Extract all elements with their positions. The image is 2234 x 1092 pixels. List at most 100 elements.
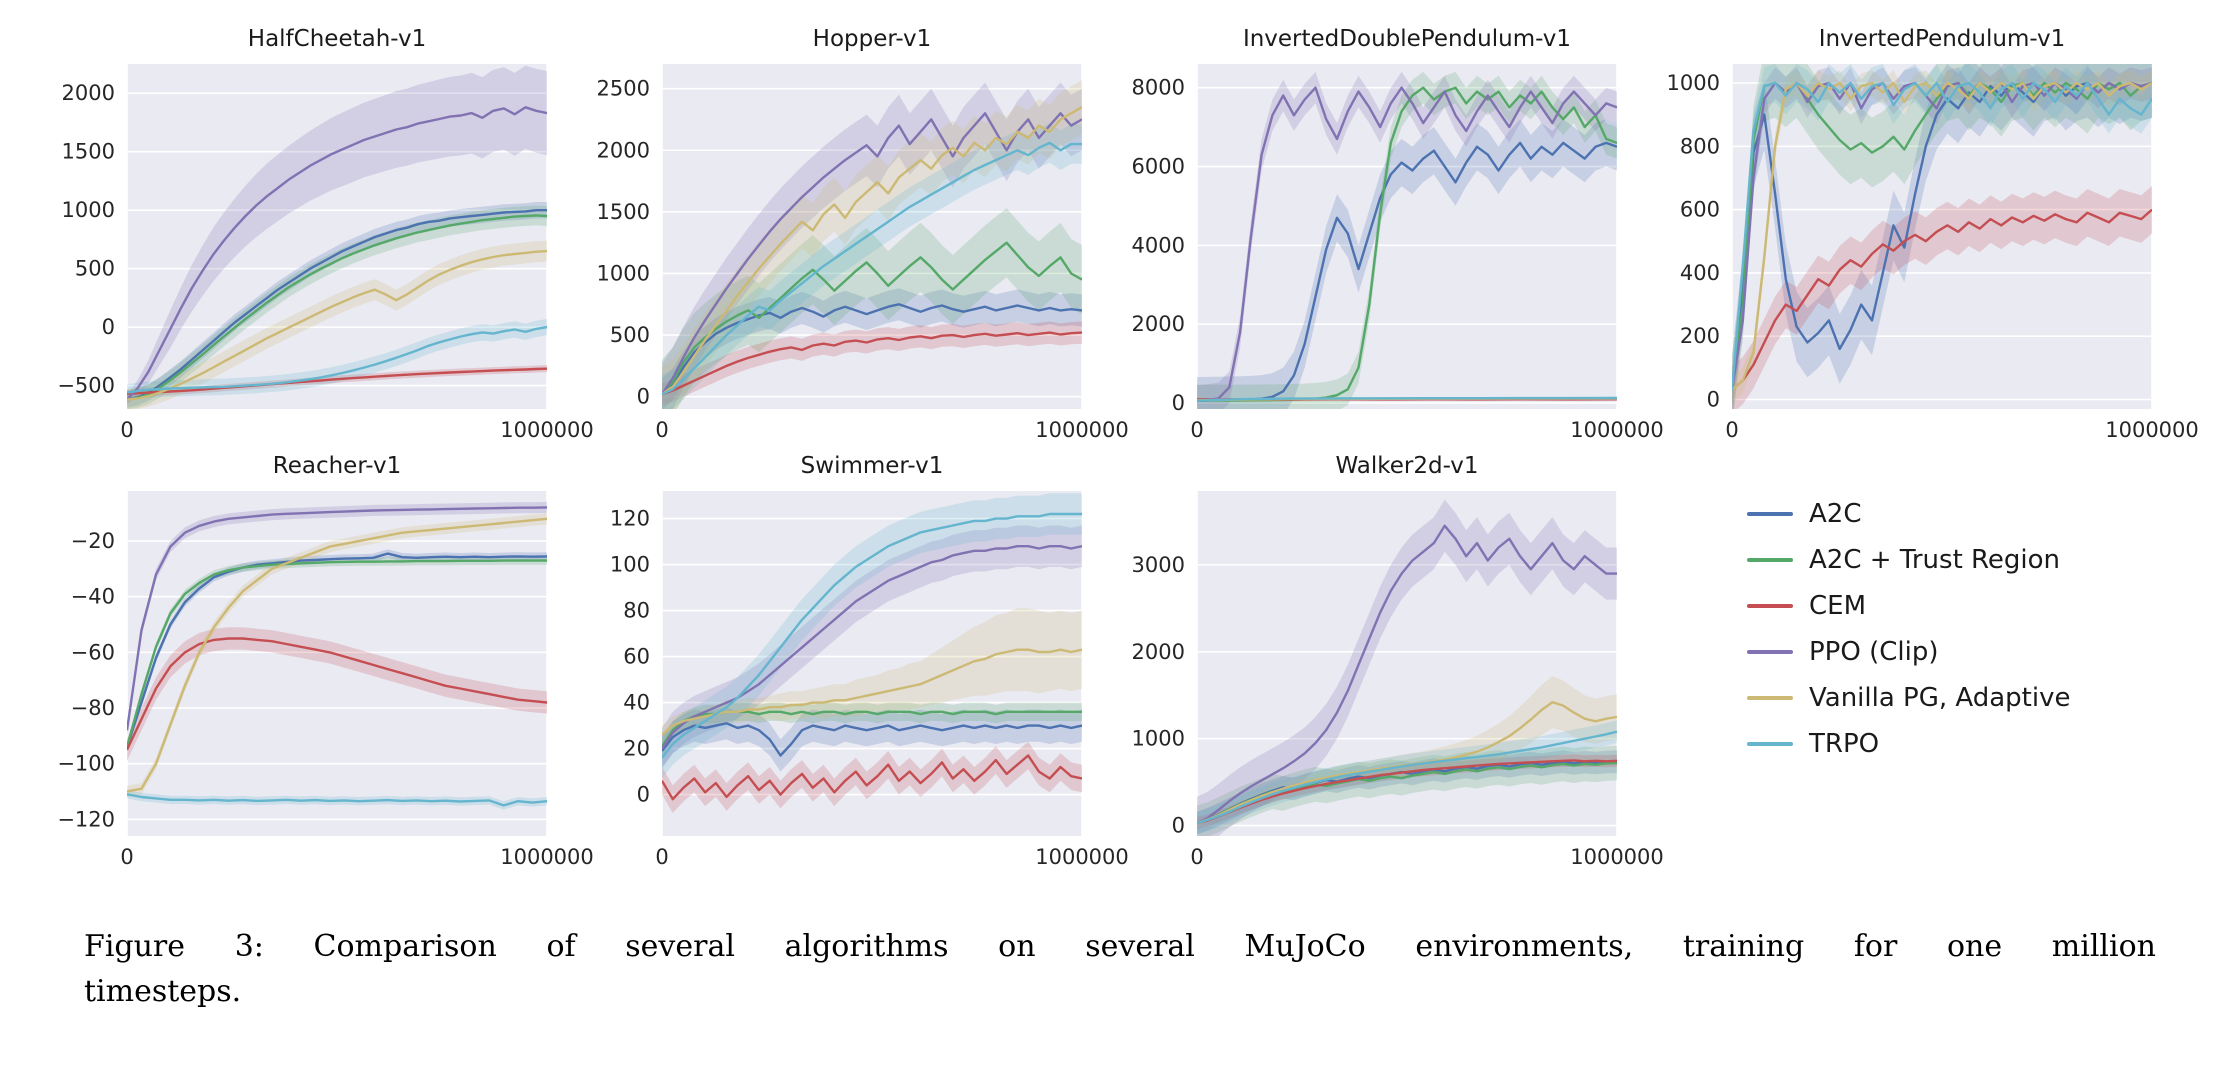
y-tick-label: 0 xyxy=(1172,814,1185,838)
series-line xyxy=(662,141,1082,396)
chart-title-swimmer: Swimmer-v1 xyxy=(800,453,944,479)
chart-plot-swimmer: 0 20 40 60 80 100 120 0 1000000 xyxy=(610,491,1129,869)
y-tick-label: 80 xyxy=(623,599,650,623)
plot-background xyxy=(1732,64,2152,409)
series-line xyxy=(1732,81,2152,391)
y-tick-label: 600 xyxy=(1680,198,1720,222)
confidence-band xyxy=(662,82,1082,409)
legend-label: PPO (Clip) xyxy=(1809,637,1939,667)
plot-background xyxy=(127,64,547,409)
chart-row-bottom: Reacher-v1 −120 −100 −80 −60 −40 −20 0 1000000 … xyxy=(42,445,2204,872)
legend-entry: Vanilla PG, Adaptive xyxy=(1747,675,2182,721)
x-tick-label: 0 xyxy=(1190,418,1203,442)
x-tick-label: 1000000 xyxy=(500,418,594,442)
legend-entry: A2C + Trust Region xyxy=(1747,537,2182,583)
legend-label: CEM xyxy=(1809,591,1867,621)
y-tick-label: 1500 xyxy=(597,200,650,224)
confidence-band xyxy=(1732,64,2152,409)
confidence-band xyxy=(1197,119,1617,409)
y-tick-label: 3000 xyxy=(1132,553,1185,577)
chart-title-reacher: Reacher-v1 xyxy=(272,453,402,479)
series-line xyxy=(127,367,547,395)
series-line xyxy=(662,722,1082,757)
plot-background xyxy=(127,491,547,836)
x-tick-label: 1000000 xyxy=(2105,418,2199,442)
series-line xyxy=(1197,730,1617,825)
y-tick-label: 1000 xyxy=(1132,727,1185,751)
series-line xyxy=(1197,759,1617,825)
legend-entry: CEM xyxy=(1747,583,2182,629)
y-tick-label: 0 xyxy=(1707,388,1720,412)
series-line xyxy=(127,552,547,748)
y-tick-label: 0 xyxy=(637,783,650,807)
y-tick-label: 0 xyxy=(1172,391,1185,415)
confidence-band xyxy=(1197,750,1617,835)
series-line xyxy=(1732,81,2152,391)
series-line xyxy=(1197,524,1617,825)
series-line xyxy=(127,637,547,751)
confidence-band xyxy=(1732,64,2152,409)
x-tick-label: 0 xyxy=(655,418,668,442)
chart-plot-walker2d: 0 1000 2000 3000 0 1000000 xyxy=(1132,491,1664,869)
y-tick-label: −120 xyxy=(57,807,115,831)
confidence-band xyxy=(1197,71,1617,409)
legend-label: Vanilla PG, Adaptive xyxy=(1809,683,2071,713)
y-tick-label: 0 xyxy=(637,385,650,409)
series-line xyxy=(662,241,1082,395)
y-tick-label: 500 xyxy=(610,323,650,347)
series-line xyxy=(662,512,1082,759)
y-tick-label: 4000 xyxy=(1132,233,1185,257)
chart-invertedpendulum: InvertedPendulum-v1 0 200 400 600 800 1000 0 10… xyxy=(1647,18,2199,445)
confidence-band xyxy=(662,525,1082,770)
y-tick-label: −20 xyxy=(71,529,115,553)
legend-line-swatch xyxy=(1747,696,1793,700)
legend-line-swatch xyxy=(1747,742,1793,746)
y-tick-label: 2000 xyxy=(1132,312,1185,336)
legend-entry: PPO (Clip) xyxy=(1747,629,2182,675)
y-tick-label: −80 xyxy=(71,696,115,720)
series-line xyxy=(662,754,1082,801)
legend-label: TRPO xyxy=(1809,729,1880,759)
series-line xyxy=(127,249,547,401)
series-line xyxy=(127,325,547,394)
x-tick-label: 0 xyxy=(120,845,133,869)
confidence-band xyxy=(1197,499,1617,836)
chart-title-walker2d: Walker2d-v1 xyxy=(1335,453,1479,479)
chart-hopper: Hopper-v1 0 500 1000 1500 2000 2500 0 1000000 xyxy=(577,18,1129,445)
legend-label: A2C + Trust Region xyxy=(1809,545,2061,575)
legend-entry: A2C xyxy=(1747,491,2182,537)
series-line xyxy=(662,648,1082,736)
confidence-band xyxy=(662,493,1082,779)
figure-caption: Figure 3: Comparison of several algorith… xyxy=(84,924,2156,1014)
y-tick-label: 1500 xyxy=(62,140,115,164)
chart-swimmer: Swimmer-v1 0 20 40 60 80 100 120 0 1000000 xyxy=(577,445,1129,872)
confidence-band xyxy=(662,741,1082,813)
y-tick-label: 100 xyxy=(610,553,650,577)
chart-plot-inverteddoublependulum: 0 2000 4000 6000 8000 0 1000000 xyxy=(1132,64,1664,442)
legend-entry: TRPO xyxy=(1747,721,2182,767)
chart-title-invertedpendulum: InvertedPendulum-v1 xyxy=(1818,26,2066,52)
x-tick-label: 0 xyxy=(1190,845,1203,869)
legend-line-swatch xyxy=(1747,512,1793,516)
series-line xyxy=(1197,86,1617,402)
y-tick-label: −40 xyxy=(71,585,115,609)
confidence-band xyxy=(662,702,1082,756)
confidence-band xyxy=(127,240,547,409)
y-tick-label: 8000 xyxy=(1132,76,1185,100)
chart-reacher: Reacher-v1 −120 −100 −80 −60 −40 −20 0 1000000 xyxy=(42,445,594,872)
y-tick-label: 40 xyxy=(623,691,650,715)
y-tick-label: 200 xyxy=(1680,324,1720,348)
series-line xyxy=(662,106,1082,396)
confidence-band xyxy=(1197,720,1617,835)
y-tick-label: 120 xyxy=(610,507,650,531)
y-tick-label: 500 xyxy=(75,257,115,281)
y-tick-label: 0 xyxy=(102,315,115,339)
series-line xyxy=(662,331,1082,396)
y-tick-label: −500 xyxy=(57,374,115,398)
series-line xyxy=(127,559,547,748)
x-tick-label: 1000000 xyxy=(1035,418,1129,442)
chart-plot-reacher: −120 −100 −80 −60 −40 −20 0 1000000 xyxy=(57,491,594,869)
y-tick-label: 1000 xyxy=(597,261,650,285)
series-line xyxy=(1732,208,2152,391)
